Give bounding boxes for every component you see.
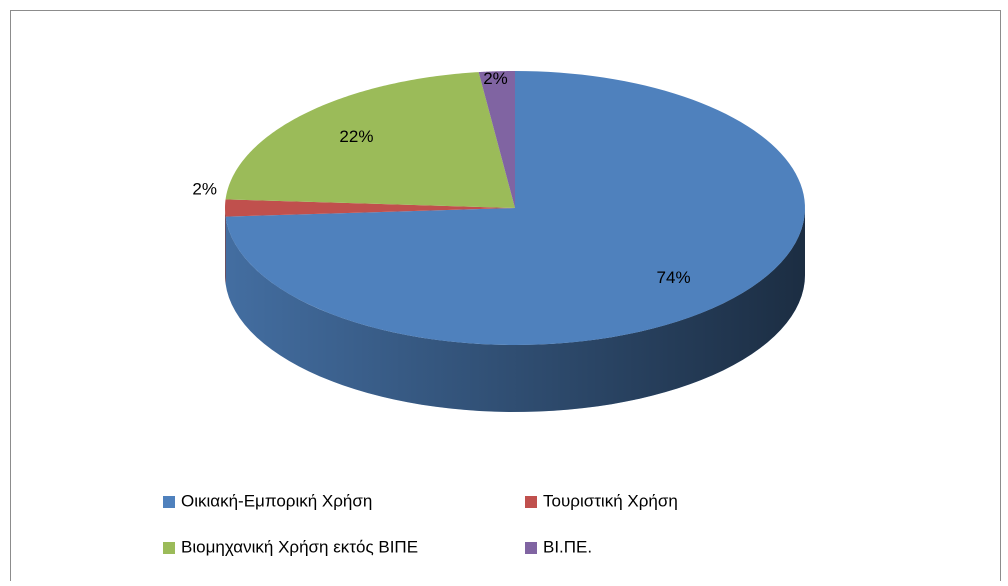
pie: 74% 2% 22% 2% [192,69,805,412]
legend-label: Οικιακή-Εμπορική Χρήση [181,491,372,510]
data-label: 2% [483,69,508,88]
slice [225,199,515,217]
legend: Οικιακή-Εμπορική Χρήση Τουριστική Χρήση Βι… [163,491,678,556]
data-label: 74% [657,268,691,287]
legend-swatch [525,542,537,554]
legend-swatch [525,496,537,508]
legend-swatch [163,542,175,554]
legend-label: ΒΙ.ΠΕ. [543,537,592,556]
slice [225,72,515,208]
data-label: 22% [339,127,373,146]
legend-swatch [163,496,175,508]
slice [225,71,805,345]
legend-label: Τουριστική Χρήση [543,491,678,510]
data-label: 2% [192,179,217,198]
slice [478,71,515,208]
slice-side-shade [225,208,226,284]
slice-side-shade [225,208,805,412]
legend-label: Βιομηχανική Χρήση εκτός ΒΙΠΕ [181,537,418,556]
